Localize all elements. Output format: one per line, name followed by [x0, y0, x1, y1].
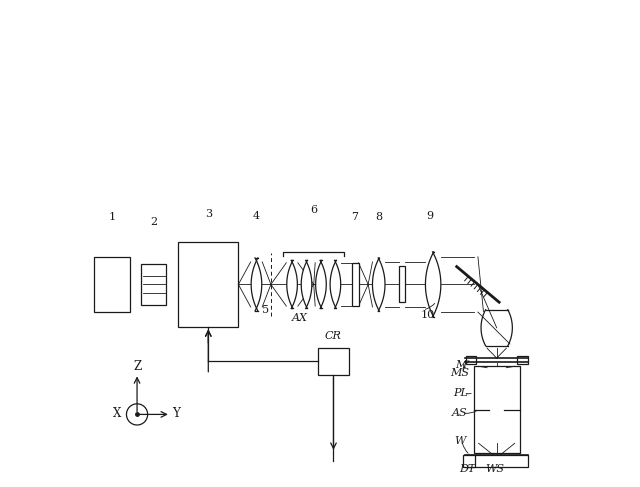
Text: AX: AX	[291, 313, 307, 323]
Text: 10: 10	[420, 310, 435, 320]
Polygon shape	[251, 258, 262, 311]
Text: DT: DT	[459, 464, 476, 474]
Text: 4: 4	[253, 210, 260, 221]
Text: MS: MS	[450, 368, 469, 377]
Bar	[465, 455, 528, 467]
Text: 7: 7	[351, 212, 358, 222]
Text: 8: 8	[375, 212, 382, 222]
Bar	[318, 348, 349, 375]
Text: Y: Y	[172, 407, 180, 420]
Polygon shape	[301, 261, 312, 308]
Text: 6: 6	[310, 205, 317, 215]
Text: 2: 2	[150, 217, 157, 227]
Bar	[466, 356, 476, 364]
Bar	[517, 356, 527, 364]
Text: 1: 1	[108, 212, 116, 222]
Text: M: M	[456, 360, 467, 370]
Bar	[463, 455, 476, 467]
Polygon shape	[481, 310, 513, 346]
Text: PL: PL	[454, 388, 468, 398]
Bar	[399, 266, 404, 302]
Bar	[352, 263, 358, 306]
Text: AS: AS	[452, 408, 467, 418]
Polygon shape	[426, 252, 441, 317]
Text: X: X	[113, 407, 122, 420]
Polygon shape	[330, 261, 340, 308]
Polygon shape	[287, 261, 298, 308]
Text: 9: 9	[426, 210, 433, 221]
Polygon shape	[316, 261, 326, 308]
Polygon shape	[372, 258, 385, 311]
Text: 3: 3	[205, 208, 212, 219]
Text: 5: 5	[262, 305, 269, 315]
Text: WS: WS	[484, 464, 504, 474]
Text: W: W	[454, 436, 465, 446]
Bar	[474, 366, 520, 453]
Text: Z: Z	[134, 360, 142, 373]
Text: CR: CR	[325, 331, 342, 341]
Bar	[94, 257, 130, 312]
Bar	[178, 243, 238, 327]
Bar	[141, 264, 166, 305]
